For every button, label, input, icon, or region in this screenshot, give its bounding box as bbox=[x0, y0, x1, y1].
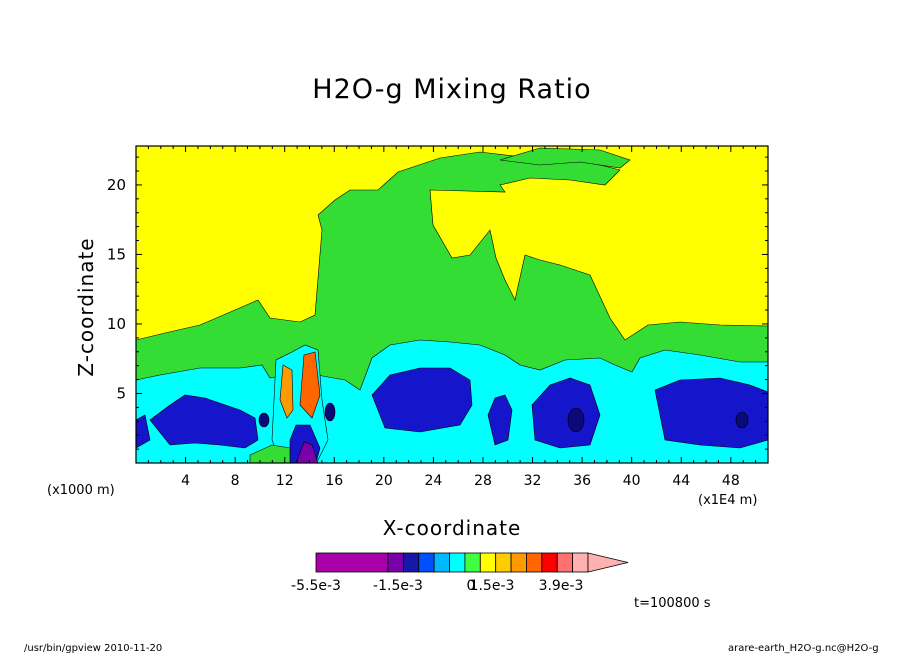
dry-cell-2 bbox=[371, 367, 473, 433]
x-tick-label: 36 bbox=[573, 473, 591, 489]
x-tick-label: 44 bbox=[672, 473, 690, 489]
dry-cell-1 bbox=[149, 394, 259, 449]
moist-patch-top bbox=[499, 147, 631, 169]
colorbar-cell bbox=[418, 552, 435, 573]
colorbar-cell bbox=[387, 552, 404, 573]
chart-title: H2O-g Mixing Ratio bbox=[312, 74, 592, 105]
x-tick-label: 48 bbox=[722, 473, 740, 489]
colorbar: -5.5e-3 -1.5e-3 01.5e-3 3.9e-3 bbox=[291, 552, 629, 594]
plume-purple bbox=[295, 441, 319, 463]
x-unit-left: (x1000 m) bbox=[47, 483, 115, 498]
dry-cell-4 bbox=[531, 377, 601, 449]
x-tick-label: 24 bbox=[424, 473, 442, 489]
colorbar-cell bbox=[526, 552, 543, 573]
colorbar-cell bbox=[556, 552, 574, 573]
x-tick-label: 32 bbox=[524, 473, 542, 489]
colorbar-cell bbox=[510, 552, 527, 573]
footer-left: /usr/bin/gpview 2010-11-20 bbox=[24, 643, 163, 654]
colorbar-label: -1.5e-3 bbox=[373, 578, 423, 594]
x-tick-label: 8 bbox=[231, 473, 240, 489]
colorbar-cell bbox=[464, 552, 481, 573]
colorbar-label: 3.9e-3 bbox=[539, 578, 584, 594]
contour-field bbox=[136, 146, 768, 463]
y-tick-label: 5 bbox=[116, 384, 126, 402]
y-tick-label: 10 bbox=[107, 315, 126, 333]
x-tick-label: 12 bbox=[276, 473, 294, 489]
x-tick-label: 28 bbox=[474, 473, 492, 489]
colorbar-cell bbox=[402, 552, 420, 573]
x-tick-label: 40 bbox=[623, 473, 641, 489]
plume-orange-2 bbox=[299, 351, 321, 419]
time-label: t=100800 s bbox=[634, 596, 711, 611]
y-axis-label: Z-coordinate bbox=[74, 237, 98, 377]
dry-core-2 bbox=[567, 407, 585, 433]
colorbar-cell bbox=[433, 552, 450, 573]
colorbar-cell bbox=[479, 552, 497, 573]
dry-core-3 bbox=[735, 411, 749, 429]
x-axis-label: X-coordinate bbox=[382, 516, 522, 540]
y-tick-label: 20 bbox=[107, 176, 126, 194]
x-tick-label: 20 bbox=[375, 473, 393, 489]
colorbar-arrow bbox=[587, 552, 629, 573]
colorbar-cell bbox=[541, 552, 558, 573]
x-axis: 4 8 12 16 20 24 28 32 36 40 44 48 bbox=[147, 146, 757, 489]
plume-green-base bbox=[249, 444, 291, 463]
dry-cell-3 bbox=[487, 394, 513, 446]
colorbar-cell bbox=[315, 552, 389, 573]
colorbar-cell bbox=[572, 552, 589, 573]
x-tick-label: 4 bbox=[181, 473, 190, 489]
colorbar-label: -5.5e-3 bbox=[291, 578, 341, 594]
plot-frame bbox=[135, 145, 769, 464]
dry-cell-6 bbox=[136, 414, 151, 449]
dry-core-4 bbox=[324, 402, 336, 422]
y-tick-label: 15 bbox=[107, 245, 126, 263]
colorbar-cell bbox=[495, 552, 512, 573]
dry-cell-5 bbox=[654, 377, 768, 449]
colorbar-cell bbox=[449, 552, 466, 573]
x-tick-label: 16 bbox=[325, 473, 343, 489]
plume-orange-1 bbox=[279, 364, 294, 419]
dry-core-1 bbox=[258, 412, 270, 428]
colorbar-label: 0 bbox=[467, 578, 476, 594]
colorbar-label: 1.5e-3 bbox=[470, 578, 515, 594]
y-axis: 5 10 15 20 bbox=[107, 156, 768, 450]
footer-right: arare-earth_H2O-g.nc@H2O-g bbox=[728, 643, 879, 654]
x-unit-right: (x1E4 m) bbox=[698, 493, 758, 508]
